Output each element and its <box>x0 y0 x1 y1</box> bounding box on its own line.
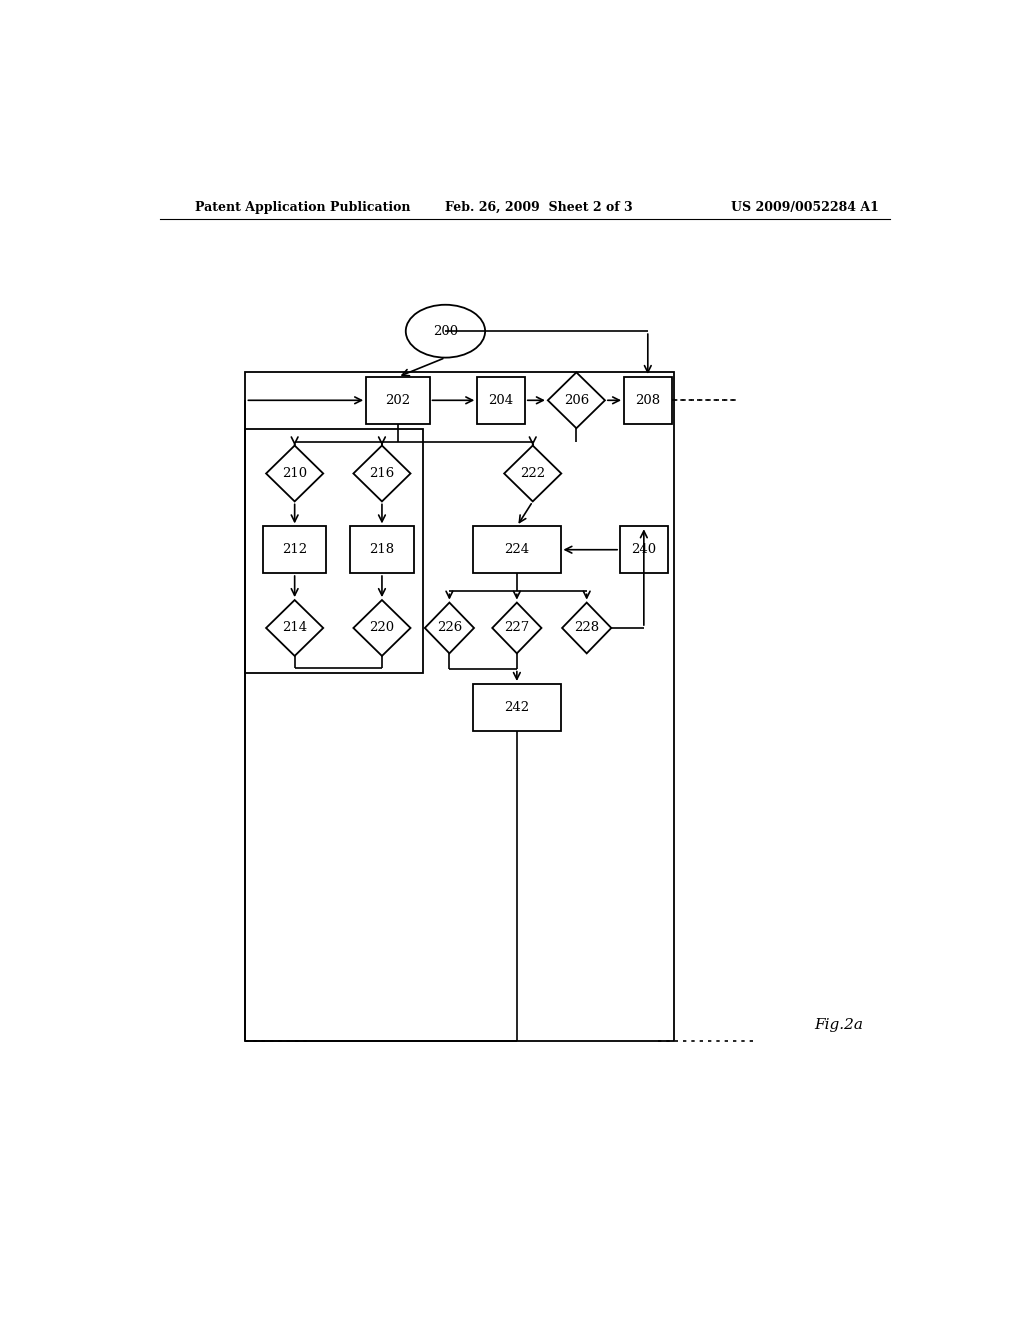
Text: Patent Application Publication: Patent Application Publication <box>196 201 411 214</box>
Text: 200: 200 <box>433 325 458 338</box>
Bar <box>624 378 672 424</box>
Bar <box>246 372 674 1040</box>
Text: 228: 228 <box>574 622 599 635</box>
Text: 210: 210 <box>282 467 307 480</box>
Bar <box>350 527 414 573</box>
Text: 216: 216 <box>370 467 394 480</box>
Text: 202: 202 <box>385 393 411 407</box>
Bar <box>246 429 423 673</box>
Text: 204: 204 <box>488 393 514 407</box>
Text: 212: 212 <box>282 544 307 556</box>
Text: 218: 218 <box>370 544 394 556</box>
Text: 227: 227 <box>504 622 529 635</box>
Bar <box>473 684 560 731</box>
Text: 222: 222 <box>520 467 546 480</box>
Bar <box>620 527 668 573</box>
Text: US 2009/0052284 A1: US 2009/0052284 A1 <box>731 201 879 214</box>
Text: 226: 226 <box>437 622 462 635</box>
Text: 224: 224 <box>504 544 529 556</box>
Text: 214: 214 <box>282 622 307 635</box>
Bar <box>473 527 560 573</box>
Text: Fig.2a: Fig.2a <box>814 1019 863 1032</box>
Text: Feb. 26, 2009  Sheet 2 of 3: Feb. 26, 2009 Sheet 2 of 3 <box>445 201 633 214</box>
Bar <box>367 378 430 424</box>
Bar <box>477 378 524 424</box>
Text: 206: 206 <box>564 393 589 407</box>
Text: 242: 242 <box>504 701 529 714</box>
Text: 220: 220 <box>370 622 394 635</box>
Text: 240: 240 <box>631 544 656 556</box>
Bar <box>263 527 327 573</box>
Text: 208: 208 <box>635 393 660 407</box>
